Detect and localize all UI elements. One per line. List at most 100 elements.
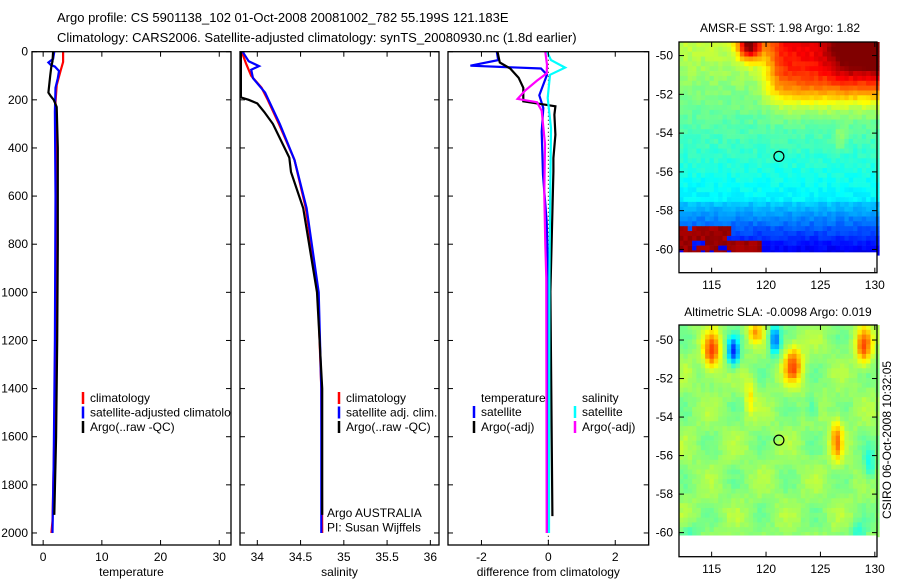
heatmap-cell: [683, 235, 689, 242]
heatmap-cell: [753, 430, 758, 437]
heatmap-cell: [753, 406, 758, 413]
heatmap-cell: [713, 216, 719, 222]
heatmap-cell: [718, 349, 723, 355]
heatmap-cell: [748, 479, 754, 485]
heatmap-cell: [683, 373, 689, 379]
heatmap-cell: [796, 517, 802, 523]
heatmap-cell: [679, 450, 684, 456]
heatmap-cell: [753, 216, 758, 222]
heatmap-cell: [800, 349, 806, 355]
heatmap-cell: [696, 124, 702, 130]
heatmap-cell: [683, 339, 689, 345]
heatmap-cell: [722, 100, 728, 106]
heatmap-cell: [753, 138, 758, 145]
heatmap-cell: [683, 100, 689, 106]
heatmap-cell: [818, 512, 824, 518]
heatmap-cell: [748, 75, 754, 82]
heatmap-cell: [818, 353, 824, 360]
heatmap-cell: [861, 483, 867, 490]
heatmap-cell: [679, 143, 684, 149]
heatmap-cell: [757, 71, 763, 77]
heatmap-cell: [783, 129, 789, 135]
heatmap-cell: [713, 392, 719, 398]
heatmap-cell: [809, 406, 815, 413]
heatmap-cell: [744, 358, 750, 364]
heatmap-cell: [774, 353, 780, 360]
heatmap-cell: [805, 411, 810, 417]
lat-tick-label: -50: [656, 333, 674, 347]
heatmap-cell: [739, 445, 745, 451]
heatmap-cell: [818, 421, 824, 427]
heatmap-cell: [853, 206, 858, 212]
heatmap-cell: [787, 363, 793, 369]
heatmap-cell: [866, 163, 871, 169]
heatmap-cell: [705, 387, 710, 393]
heatmap-cell: [731, 240, 736, 246]
heatmap-cell: [796, 221, 802, 227]
heatmap-cell: [726, 226, 732, 232]
lat-tick-label: -56: [656, 449, 674, 463]
heatmap-cell: [870, 344, 876, 350]
heatmap-cell: [700, 119, 706, 125]
heatmap-cell: [800, 71, 806, 77]
heatmap-cell: [818, 339, 824, 345]
heatmap-cell: [866, 80, 871, 86]
heatmap-cell: [783, 402, 789, 408]
heatmap-cell: [726, 474, 732, 480]
heatmap-cell: [722, 240, 728, 246]
heatmap-cell: [853, 508, 858, 514]
heatmap-cell: [844, 358, 850, 364]
heatmap-cell: [683, 329, 689, 335]
heatmap-cell: [687, 90, 693, 96]
heatmap-cell: [809, 498, 815, 504]
heatmap-cell: [783, 221, 789, 227]
heatmap-cell: [735, 493, 741, 499]
heatmap-cell: [853, 498, 858, 504]
heatmap-cell: [848, 56, 854, 62]
heatmap-cell: [870, 445, 876, 451]
heatmap-cell: [805, 382, 810, 388]
heatmap-cell: [827, 517, 832, 523]
heatmap-cell: [679, 469, 684, 475]
heatmap-cell: [761, 148, 767, 154]
heatmap-cell: [735, 75, 741, 82]
heatmap-cell: [805, 373, 810, 379]
heatmap-cell: [848, 235, 854, 242]
heatmap-cell: [731, 349, 736, 355]
heatmap-cell: [848, 474, 854, 480]
heatmap-cell: [870, 85, 876, 91]
heatmap-cell: [779, 445, 784, 451]
heatmap-cell: [709, 61, 715, 67]
heatmap-cell: [718, 187, 723, 193]
heatmap-cell: [827, 435, 832, 441]
heatmap-cell: [861, 508, 867, 514]
heatmap-cell: [696, 187, 702, 193]
heatmap-cell: [761, 368, 767, 374]
heatmap-cell: [796, 240, 802, 246]
heatmap-cell: [792, 42, 797, 48]
heatmap-cell: [861, 109, 867, 116]
heatmap-cell: [866, 100, 871, 106]
heatmap-cell: [861, 216, 867, 222]
heatmap-cell: [779, 192, 784, 198]
heatmap-cell: [818, 100, 824, 106]
heatmap-cell: [700, 172, 706, 179]
heatmap-cell: [783, 382, 789, 388]
heatmap-cell: [840, 469, 845, 475]
heatmap-cell: [739, 325, 745, 331]
heatmap-cell: [783, 527, 789, 533]
heatmap-cell: [818, 368, 824, 374]
heatmap-cell: [713, 469, 719, 475]
heatmap-cell: [757, 455, 763, 461]
heatmap-cell: [766, 138, 771, 145]
heatmap-cell: [679, 231, 684, 237]
heatmap-cell: [792, 143, 797, 149]
legend-label: satellite: [481, 405, 522, 419]
heatmap-cell: [705, 508, 710, 514]
heatmap-cell: [709, 216, 715, 222]
heatmap-cell: [800, 483, 806, 490]
heatmap-cell: [700, 66, 706, 72]
heatmap-cell: [731, 488, 736, 494]
heatmap-cell: [861, 80, 867, 86]
heatmap-cell: [805, 235, 810, 242]
